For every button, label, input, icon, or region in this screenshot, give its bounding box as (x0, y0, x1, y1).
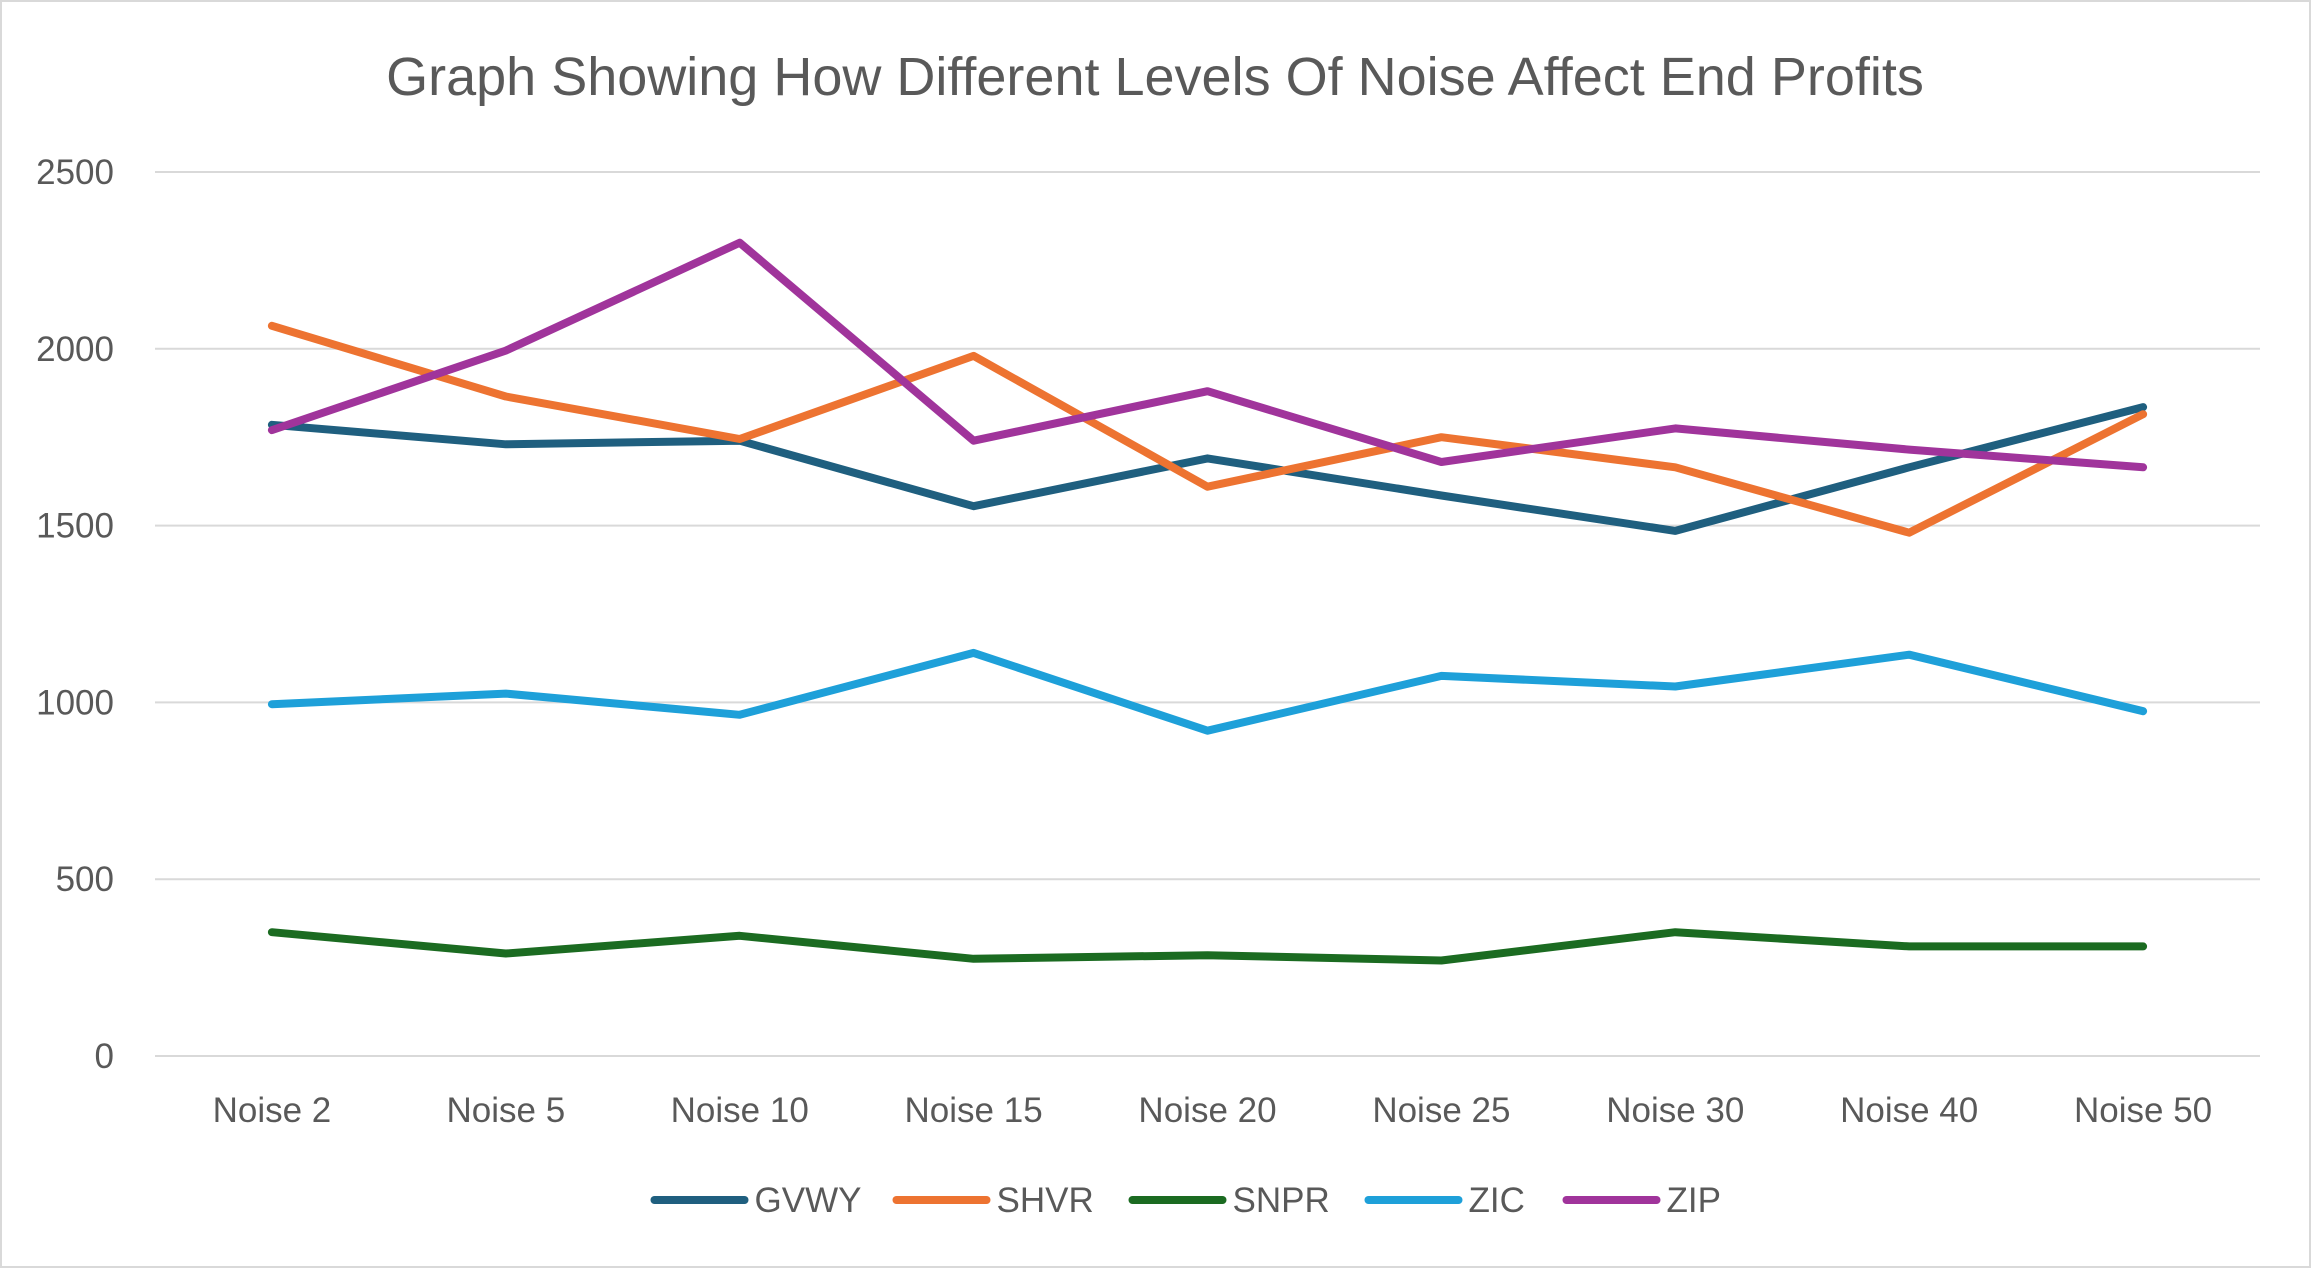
y-tick-label: 2500 (36, 153, 114, 192)
series-line-shvr (267, 321, 2148, 537)
legend-label-shvr: SHVR (997, 1181, 1094, 1220)
x-tick-label: Noise 30 (1606, 1091, 1744, 1130)
series-line-gvwy (267, 403, 2148, 535)
chart-title: Graph Showing How Different Levels Of No… (386, 47, 1924, 107)
y-tick-label: 1500 (36, 507, 114, 546)
legend-label-gvwy: GVWY (755, 1181, 862, 1220)
x-tick-label: Noise 20 (1138, 1091, 1276, 1130)
y-tick-label: 0 (95, 1037, 114, 1076)
gridlines (155, 171, 2260, 1057)
x-tick-label: Noise 40 (1840, 1091, 1978, 1130)
series-line-snpr (267, 928, 2148, 965)
x-tick-label: Noise 5 (446, 1091, 565, 1130)
series-line-zip (267, 238, 2148, 472)
legend-label-zic: ZIC (1469, 1181, 1525, 1220)
x-tick-label: Noise 2 (213, 1091, 332, 1130)
x-tick-label: Noise 10 (671, 1091, 809, 1130)
y-tick-label: 2000 (36, 330, 114, 369)
y-tick-label: 1000 (36, 683, 114, 722)
x-axis-ticks: Noise 2 Noise 5 Noise 10 Noise 15 Noise 20 No… (213, 1091, 2213, 1130)
y-axis-ticks: 0 500 1000 1500 2000 2500 (36, 153, 114, 1076)
series-lines (267, 238, 2148, 965)
y-tick-label: 500 (56, 860, 114, 899)
series-line-zic (267, 648, 2148, 735)
x-tick-label: Noise 25 (1372, 1091, 1510, 1130)
legend: GVWY SHVR SNPR ZIC ZIP (650, 1181, 1721, 1220)
x-tick-label: Noise 50 (2074, 1091, 2212, 1130)
legend-label-snpr: SNPR (1233, 1181, 1330, 1220)
legend-label-zip: ZIP (1667, 1181, 1721, 1220)
x-tick-label: Noise 15 (905, 1091, 1043, 1130)
